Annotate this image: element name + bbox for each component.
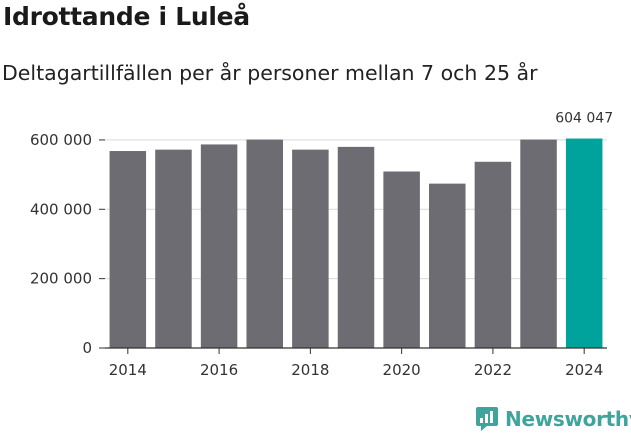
y-tick-label: 600 000 — [30, 131, 92, 149]
y-tick-label: 0 — [82, 339, 92, 357]
chart-subtitle: Deltagartillfällen per år personer mella… — [2, 61, 538, 85]
bar-2020 — [383, 171, 420, 348]
bar-chart: 0 200 000 400 000 600 000 2014 2016 2018 2020 20… — [30, 111, 613, 379]
y-tick-label: 200 000 — [30, 270, 92, 288]
x-tick-label: 2014 — [109, 361, 147, 379]
x-tick-label: 2018 — [291, 361, 329, 379]
newsworthy-logo-icon — [476, 407, 498, 431]
bar-2018 — [292, 149, 329, 348]
x-tick-label: 2016 — [200, 361, 238, 379]
bar-2014 — [109, 151, 147, 348]
bar-2015 — [155, 149, 192, 348]
x-tick-label: 2024 — [565, 361, 603, 379]
bar-2016 — [200, 144, 238, 348]
bar-2024 — [565, 138, 603, 348]
y-tick-label: 400 000 — [30, 200, 92, 218]
bar-2017 — [246, 139, 283, 348]
x-tick-label: 2022 — [474, 361, 512, 379]
bar-2022 — [474, 161, 512, 348]
newsworthy-logo: Newsworthy — [475, 406, 631, 432]
newsworthy-brand-text: Newsworthy — [505, 407, 631, 431]
chart-title: Idrottande i Luleå — [3, 2, 250, 31]
data-label: 604 047 — [555, 111, 613, 127]
bar-2021 — [429, 183, 466, 348]
x-tick-label: 2020 — [383, 361, 421, 379]
bar-2019 — [337, 146, 375, 348]
bar-2023 — [520, 139, 557, 348]
